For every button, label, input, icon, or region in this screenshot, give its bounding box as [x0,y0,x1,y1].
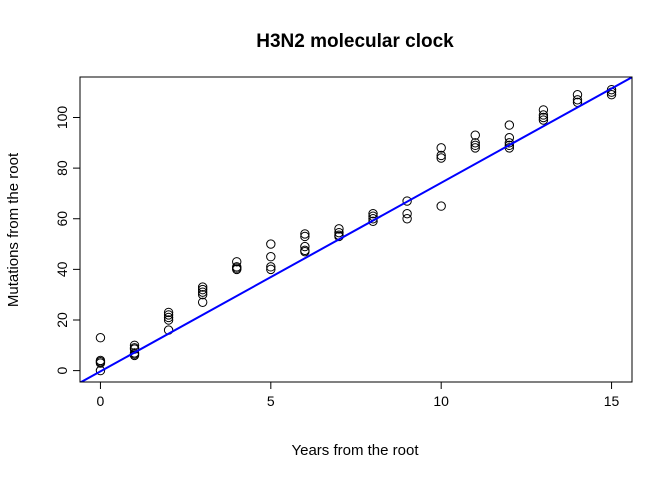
data-point [538,115,549,125]
data-point [402,196,412,206]
data-point [334,227,344,238]
data-point [606,90,617,100]
data-point [232,264,242,275]
x-tick-label: 5 [267,393,275,409]
data-point [538,105,549,115]
data-point [504,120,515,130]
data-point [95,358,106,368]
y-tick-label: 100 [54,106,70,130]
data-point [163,310,174,320]
x-tick-label: 10 [433,393,449,409]
data-point [504,140,515,151]
data-point [163,315,174,325]
y-tick-label: 60 [54,211,70,227]
data-point [163,307,174,318]
data-point [436,153,446,163]
data-point [300,241,310,252]
data-point [436,150,446,161]
data-point [197,282,208,292]
data-point [368,216,378,226]
data-point [266,252,276,262]
data-point [606,84,617,95]
data-point [436,201,446,211]
data-point [436,143,446,153]
data-point [266,239,276,249]
y-tick-label: 20 [54,312,70,328]
data-point [300,246,310,257]
y-tick-label: 0 [54,367,70,375]
data-point [470,140,480,151]
data-point [197,297,208,307]
data-point [300,229,310,239]
x-tick-label: 0 [97,393,105,409]
data-point [538,112,549,123]
x-tick-label: 15 [604,393,620,409]
x-axis: 0 5 10 15 [97,381,620,409]
data-point [266,262,276,272]
data-point [402,214,412,224]
data-point [197,289,208,300]
y-axis: 0 20 40 60 80 100 [54,106,81,375]
data-point [504,133,515,143]
data-point [402,208,412,219]
data-point [95,333,106,343]
data-point [197,287,208,297]
data-point [572,95,583,105]
data-point [334,224,344,234]
data-point [572,90,583,100]
y-axis-label: Mutations from the root [5,152,22,307]
data-point [163,312,174,323]
data-point [368,208,378,219]
data-point [300,231,310,242]
data-point [538,110,549,120]
x-axis-label: Years from the root [291,442,419,459]
chart-title: H3N2 molecular clock [256,31,454,52]
data-point [470,130,480,140]
data-point [470,138,480,148]
data-point [232,257,242,267]
data-point [95,365,106,376]
fit-line [80,77,632,382]
y-tick-label: 40 [54,261,70,277]
data-point [266,264,276,275]
data-point [197,284,208,295]
y-tick-label: 80 [54,160,70,176]
data-point [470,143,480,153]
